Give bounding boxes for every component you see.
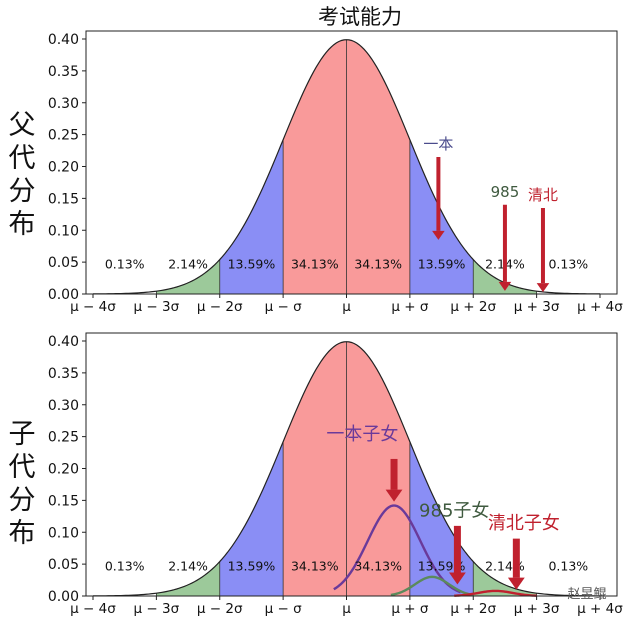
x-tick-label: μ + 2σ	[450, 299, 496, 315]
region-label: 0.13%	[548, 559, 588, 574]
annotation-label: 一本子女	[326, 424, 398, 445]
y-tick-label: 0.10	[48, 525, 79, 541]
y-tick-label: 0.30	[48, 96, 79, 112]
x-tick-label: μ − 2σ	[197, 299, 243, 315]
annotation-arrow-head	[536, 283, 550, 293]
y-tick-label: 0.25	[48, 128, 79, 144]
y-tick-label: 0.00	[48, 589, 79, 605]
region-label: 2.14%	[168, 559, 208, 574]
annotation-label: 一本	[423, 135, 453, 153]
normal-curve	[92, 39, 601, 295]
subcurve-3	[454, 589, 537, 597]
x-tick-label: μ − σ	[265, 601, 302, 617]
top-side-label-char-1: 父	[9, 110, 36, 141]
region-label: 13.59%	[418, 257, 466, 272]
x-tick-label: μ + 3σ	[514, 601, 560, 617]
x-tick-label: μ + 4σ	[577, 601, 623, 617]
plot-frame	[85, 332, 618, 597]
x-tick-label: μ − 2σ	[197, 601, 243, 617]
region-label: 34.13%	[354, 559, 402, 574]
x-tick-label: μ − 3σ	[134, 601, 180, 617]
region-label: 0.13%	[548, 257, 588, 272]
subcurve-2	[390, 575, 474, 597]
bottom-chart-panel: 0.13% 2.14% 13.59% 34.13% 34.13% 13.59% 2.14% 0…	[48, 332, 623, 617]
x-tick-label: μ − 4σ	[70, 601, 116, 617]
x-tick-label: μ	[342, 601, 351, 617]
annotation-arrow-head	[498, 281, 512, 291]
x-tick-label: μ − σ	[265, 299, 302, 315]
annotation-arrow-head	[385, 489, 403, 502]
annotation-arrow-head	[449, 572, 466, 585]
top-side-label-char-3: 分	[9, 176, 36, 207]
y-tick-label: 0.20	[48, 462, 79, 478]
y-tick-label: 0.30	[48, 398, 79, 414]
region-7	[473, 561, 537, 596]
annotation-label: 清北	[528, 186, 558, 204]
subcurve-1	[333, 504, 462, 594]
y-tick-label: 0.40	[48, 334, 79, 350]
annotation-label: 985	[491, 183, 520, 201]
y-tick-label: 0.10	[48, 223, 79, 239]
y-tick-label: 0.15	[48, 493, 79, 509]
x-tick-label: μ − 4σ	[70, 299, 116, 315]
x-tick-label: μ	[342, 299, 351, 315]
top-side-label-char-2: 代	[9, 143, 36, 174]
x-tick-label: μ + σ	[391, 299, 428, 315]
region-label: 13.59%	[228, 559, 276, 574]
x-tick-label: μ + 3σ	[514, 299, 560, 315]
plot-frame	[85, 30, 618, 295]
region-label: 13.59%	[418, 559, 466, 574]
annotation-label: 清北子女	[488, 513, 560, 534]
annotation-label: 985子女	[419, 500, 489, 521]
bottom-side-label-char-4: 布	[9, 518, 36, 549]
region-label: 0.13%	[105, 559, 145, 574]
bottom-side-label-char-2: 代	[9, 452, 36, 483]
y-tick-label: 0.00	[48, 287, 79, 303]
top-side-label-char-4: 布	[9, 209, 36, 240]
region-label: 13.59%	[228, 257, 276, 272]
x-tick-label: μ + 2σ	[450, 601, 496, 617]
x-tick-label: μ − 3σ	[134, 299, 180, 315]
y-tick-label: 0.15	[48, 191, 79, 207]
bottom-side-label-char-1: 子	[9, 419, 36, 450]
y-tick-label: 0.25	[48, 430, 79, 446]
y-tick-label: 0.35	[48, 366, 79, 382]
region-label: 34.13%	[291, 257, 339, 272]
y-tick-label: 0.05	[48, 557, 79, 573]
y-tick-label: 0.35	[48, 64, 79, 80]
region-label: 2.14%	[168, 257, 208, 272]
bottom-side-label: 子 代 分 布	[9, 419, 36, 549]
x-tick-label: μ + σ	[391, 601, 428, 617]
chart-title: 考试能力	[318, 5, 402, 29]
watermark-text: 赵昱鲲	[567, 587, 606, 602]
annotation-arrow-head	[507, 577, 525, 590]
region-label: 0.13%	[105, 257, 145, 272]
normal-curve	[92, 341, 601, 597]
region-2	[156, 561, 220, 596]
bottom-side-label-char-3: 分	[9, 485, 36, 516]
y-tick-label: 0.40	[48, 32, 79, 48]
region-label: 34.13%	[291, 559, 339, 574]
annotation-arrow-head	[432, 230, 445, 240]
x-tick-label: μ + 4σ	[577, 299, 623, 315]
region-7	[473, 259, 537, 294]
top-side-label: 父 代 分 布	[9, 110, 36, 240]
y-tick-label: 0.05	[48, 255, 79, 271]
region-2	[156, 259, 220, 294]
top-chart-panel: 0.13%2.14%13.59%34.13%34.13%13.59%2.14%0…	[48, 30, 623, 315]
y-tick-label: 0.20	[48, 160, 79, 176]
region-label: 34.13%	[354, 257, 402, 272]
